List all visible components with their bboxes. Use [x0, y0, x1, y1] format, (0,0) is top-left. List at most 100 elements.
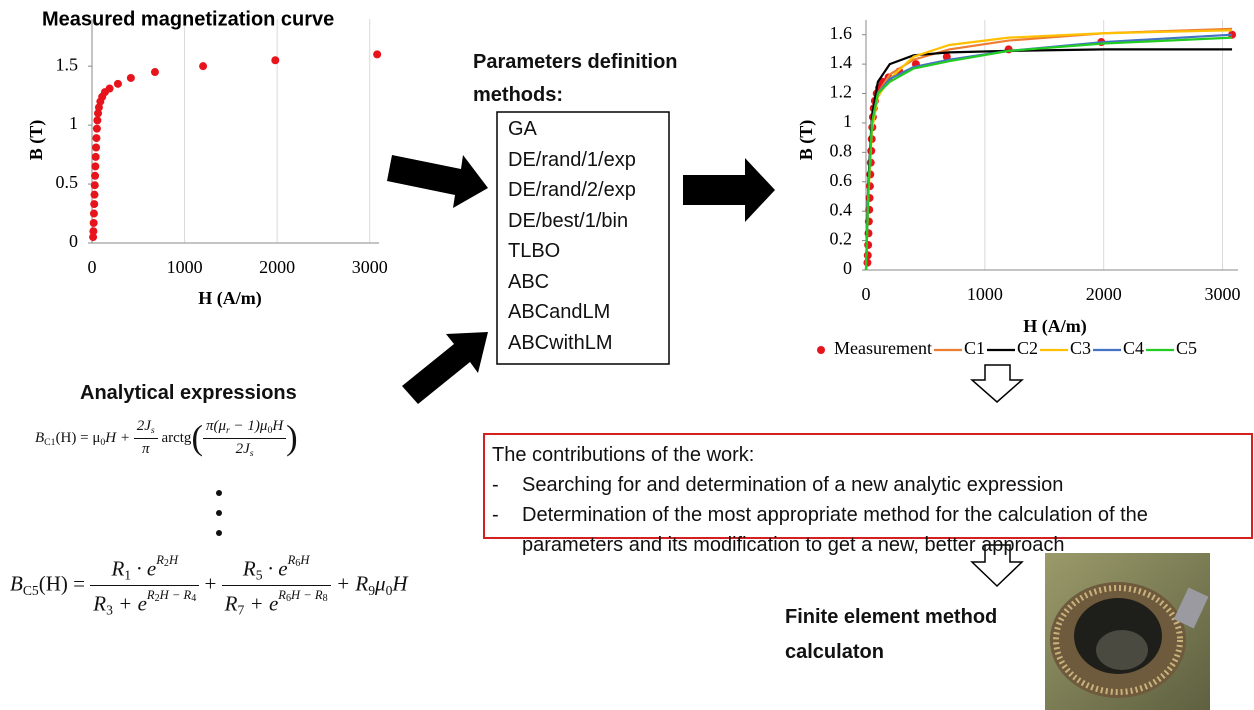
data-point [89, 209, 98, 218]
formula-token: R [242, 556, 256, 581]
method-item: DE/best/1/bin [508, 209, 629, 232]
x-tick-label: 1000 [967, 284, 1003, 304]
data-point [92, 143, 101, 152]
formula-token: 2 [154, 593, 160, 605]
bullet: - [492, 474, 499, 496]
x-tick-label: 2000 [1086, 284, 1122, 304]
contribution-text: Searching for and determination of a new… [522, 474, 1064, 496]
formula-token: s [249, 447, 254, 459]
legend-label: C5 [1176, 338, 1197, 358]
data-point [126, 73, 135, 82]
legend-label: C4 [1123, 338, 1144, 358]
y-tick-label: 1.5 [56, 54, 79, 74]
data-point [864, 241, 873, 249]
data-point [92, 134, 101, 143]
formula-token: C5 [22, 582, 39, 598]
formula-token: 0 [267, 424, 273, 436]
data-point [90, 181, 99, 190]
series-line [864, 36, 1233, 271]
photo [1045, 553, 1210, 710]
y-tick-label: 1 [843, 111, 852, 131]
data-point [92, 124, 101, 133]
formula-token: C1 [44, 436, 56, 448]
x-tick-label: 2000 [259, 257, 295, 277]
formula-token: H [392, 571, 408, 596]
x-tick-label: 1000 [167, 257, 203, 277]
data-point [89, 227, 98, 236]
formula-token: R [156, 553, 164, 567]
contributions-box [483, 433, 1253, 539]
formula-token: μ [375, 571, 386, 596]
data-point [373, 50, 382, 59]
formula-token: 6 [286, 593, 292, 605]
formula-token: 2 [163, 558, 169, 570]
legend-label: C1 [964, 338, 985, 358]
data-point [91, 152, 100, 161]
formula-token: + [199, 571, 222, 596]
x-axis-label: H (A/m) [198, 288, 261, 309]
formula-token: 6 [295, 558, 301, 570]
formula-token: H + [105, 429, 134, 446]
ellipsis-dot [216, 490, 222, 496]
formula-token: H [168, 553, 179, 567]
formula-token: 8 [322, 593, 328, 605]
analytical-title: Analytical expressions [80, 382, 297, 404]
legend-label: Measurement [834, 338, 932, 358]
formula-token: R [146, 588, 155, 603]
method-item: ABCandLM [508, 301, 611, 323]
formula-token: B [35, 429, 45, 446]
x-axis-label: H (A/m) [1023, 316, 1086, 337]
formula-token: R [287, 553, 296, 567]
method-item: ABC [508, 270, 550, 293]
formula-token: 7 [237, 602, 245, 618]
x-tick-label: 0 [88, 257, 97, 277]
method-item: ABCwithLM [508, 331, 613, 354]
chart: 0 1000 2000 3000 0 0.2 0.4 0.6 0.8 1 1.2 1.4 1.6 H (A… [796, 20, 1241, 358]
data-point [150, 68, 159, 77]
formula-token: 5 [255, 567, 263, 583]
contributions-heading: The contributions of the work: [492, 444, 755, 466]
chart-title: Measured magnetization curve [42, 8, 334, 30]
legend-label: C2 [1017, 338, 1038, 358]
data-point [105, 84, 114, 93]
y-tick-label: 0.8 [830, 140, 853, 160]
chart: 0 1000 2000 3000 0 0.5 1 1.5 Measured magnetizat… [26, 8, 388, 309]
formula-token: 0 [385, 582, 393, 598]
arrow [402, 332, 488, 404]
formula-token: 3 [106, 602, 113, 618]
formula-c1: BC1(H) = μ0H + 2Js π arctg(π(μr − 1)μ0H 2J… [35, 418, 298, 459]
x-tick-label: 3000 [1205, 284, 1241, 304]
formula-token: (H) = μ [55, 429, 101, 446]
formula-token: + e [112, 591, 147, 616]
contributions: The contributions of the work: - Searchin… [492, 440, 1247, 560]
y-tick-label: 0.6 [830, 170, 853, 190]
data-point [199, 62, 208, 71]
legend-label: C3 [1070, 338, 1091, 358]
formula-token: 4 [191, 593, 197, 605]
y-axis-label: B (T) [26, 120, 47, 161]
formula-token: 9 [368, 582, 376, 598]
formula-token: R [111, 556, 125, 581]
y-axis-label: B (T) [796, 120, 817, 161]
data-point [93, 116, 102, 125]
data-point [94, 109, 103, 118]
formula-token: 1 [124, 567, 132, 583]
formula-token: R [93, 591, 107, 616]
formula-token: (H) = [38, 571, 91, 596]
y-tick-label: 0.5 [56, 172, 79, 192]
y-tick-label: 1.2 [830, 82, 853, 102]
formula-token: R [224, 591, 238, 616]
x-tick-label: 3000 [352, 257, 388, 277]
formula-token: s [150, 425, 155, 437]
formula-token: ) [286, 418, 298, 457]
y-tick-label: 0.4 [830, 199, 853, 219]
data-point [90, 200, 99, 209]
formula-token: · e [131, 556, 157, 581]
formula-token: + R [330, 571, 369, 596]
formula-token: + e [244, 591, 279, 616]
contribution-item: - Searching for and determination of a ne… [492, 470, 1247, 500]
method-item: TLBO [508, 240, 561, 262]
y-tick-label: 1 [69, 113, 78, 133]
formula-token: · e [262, 556, 288, 581]
